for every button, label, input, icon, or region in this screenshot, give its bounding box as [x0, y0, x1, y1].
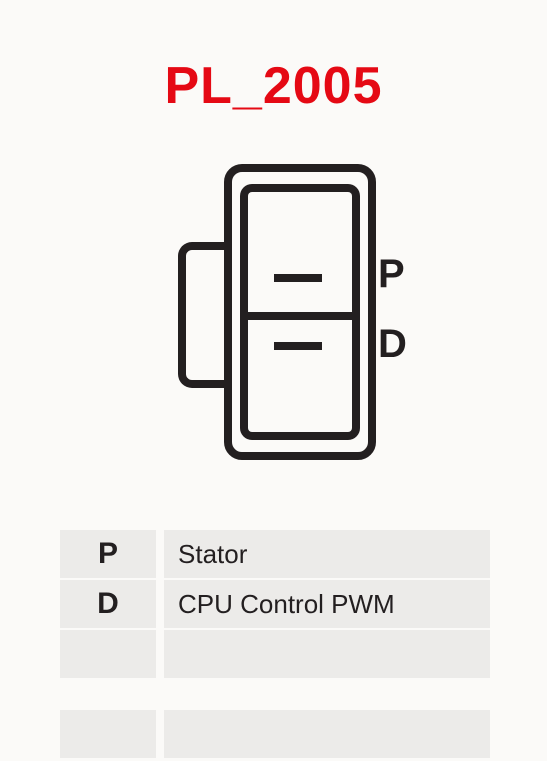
connector-cavity-bottom: [240, 312, 360, 440]
legend-value: [164, 710, 490, 758]
legend-key: [60, 710, 156, 758]
pin-legend-table: P Stator D CPU Control PWM: [60, 530, 490, 760]
pin-slot-p: [274, 274, 322, 282]
pin-label-d: D: [378, 322, 407, 367]
table-row: [60, 710, 490, 758]
connector-diagram: P D: [178, 164, 408, 464]
table-row: D CPU Control PWM: [60, 580, 490, 628]
connector-cavity-top: [240, 184, 360, 312]
legend-key: [60, 630, 156, 678]
pin-slot-d: [274, 342, 322, 350]
table-row: P Stator: [60, 530, 490, 578]
part-number-title: PL_2005: [0, 56, 547, 116]
legend-value: Stator: [164, 530, 490, 578]
connector-tab: [178, 242, 230, 388]
table-row: [60, 630, 490, 678]
legend-key: D: [60, 580, 156, 628]
legend-value: CPU Control PWM: [164, 580, 490, 628]
table-gap: [60, 680, 490, 710]
legend-key: P: [60, 530, 156, 578]
pin-label-p: P: [378, 252, 405, 297]
legend-value: [164, 630, 490, 678]
